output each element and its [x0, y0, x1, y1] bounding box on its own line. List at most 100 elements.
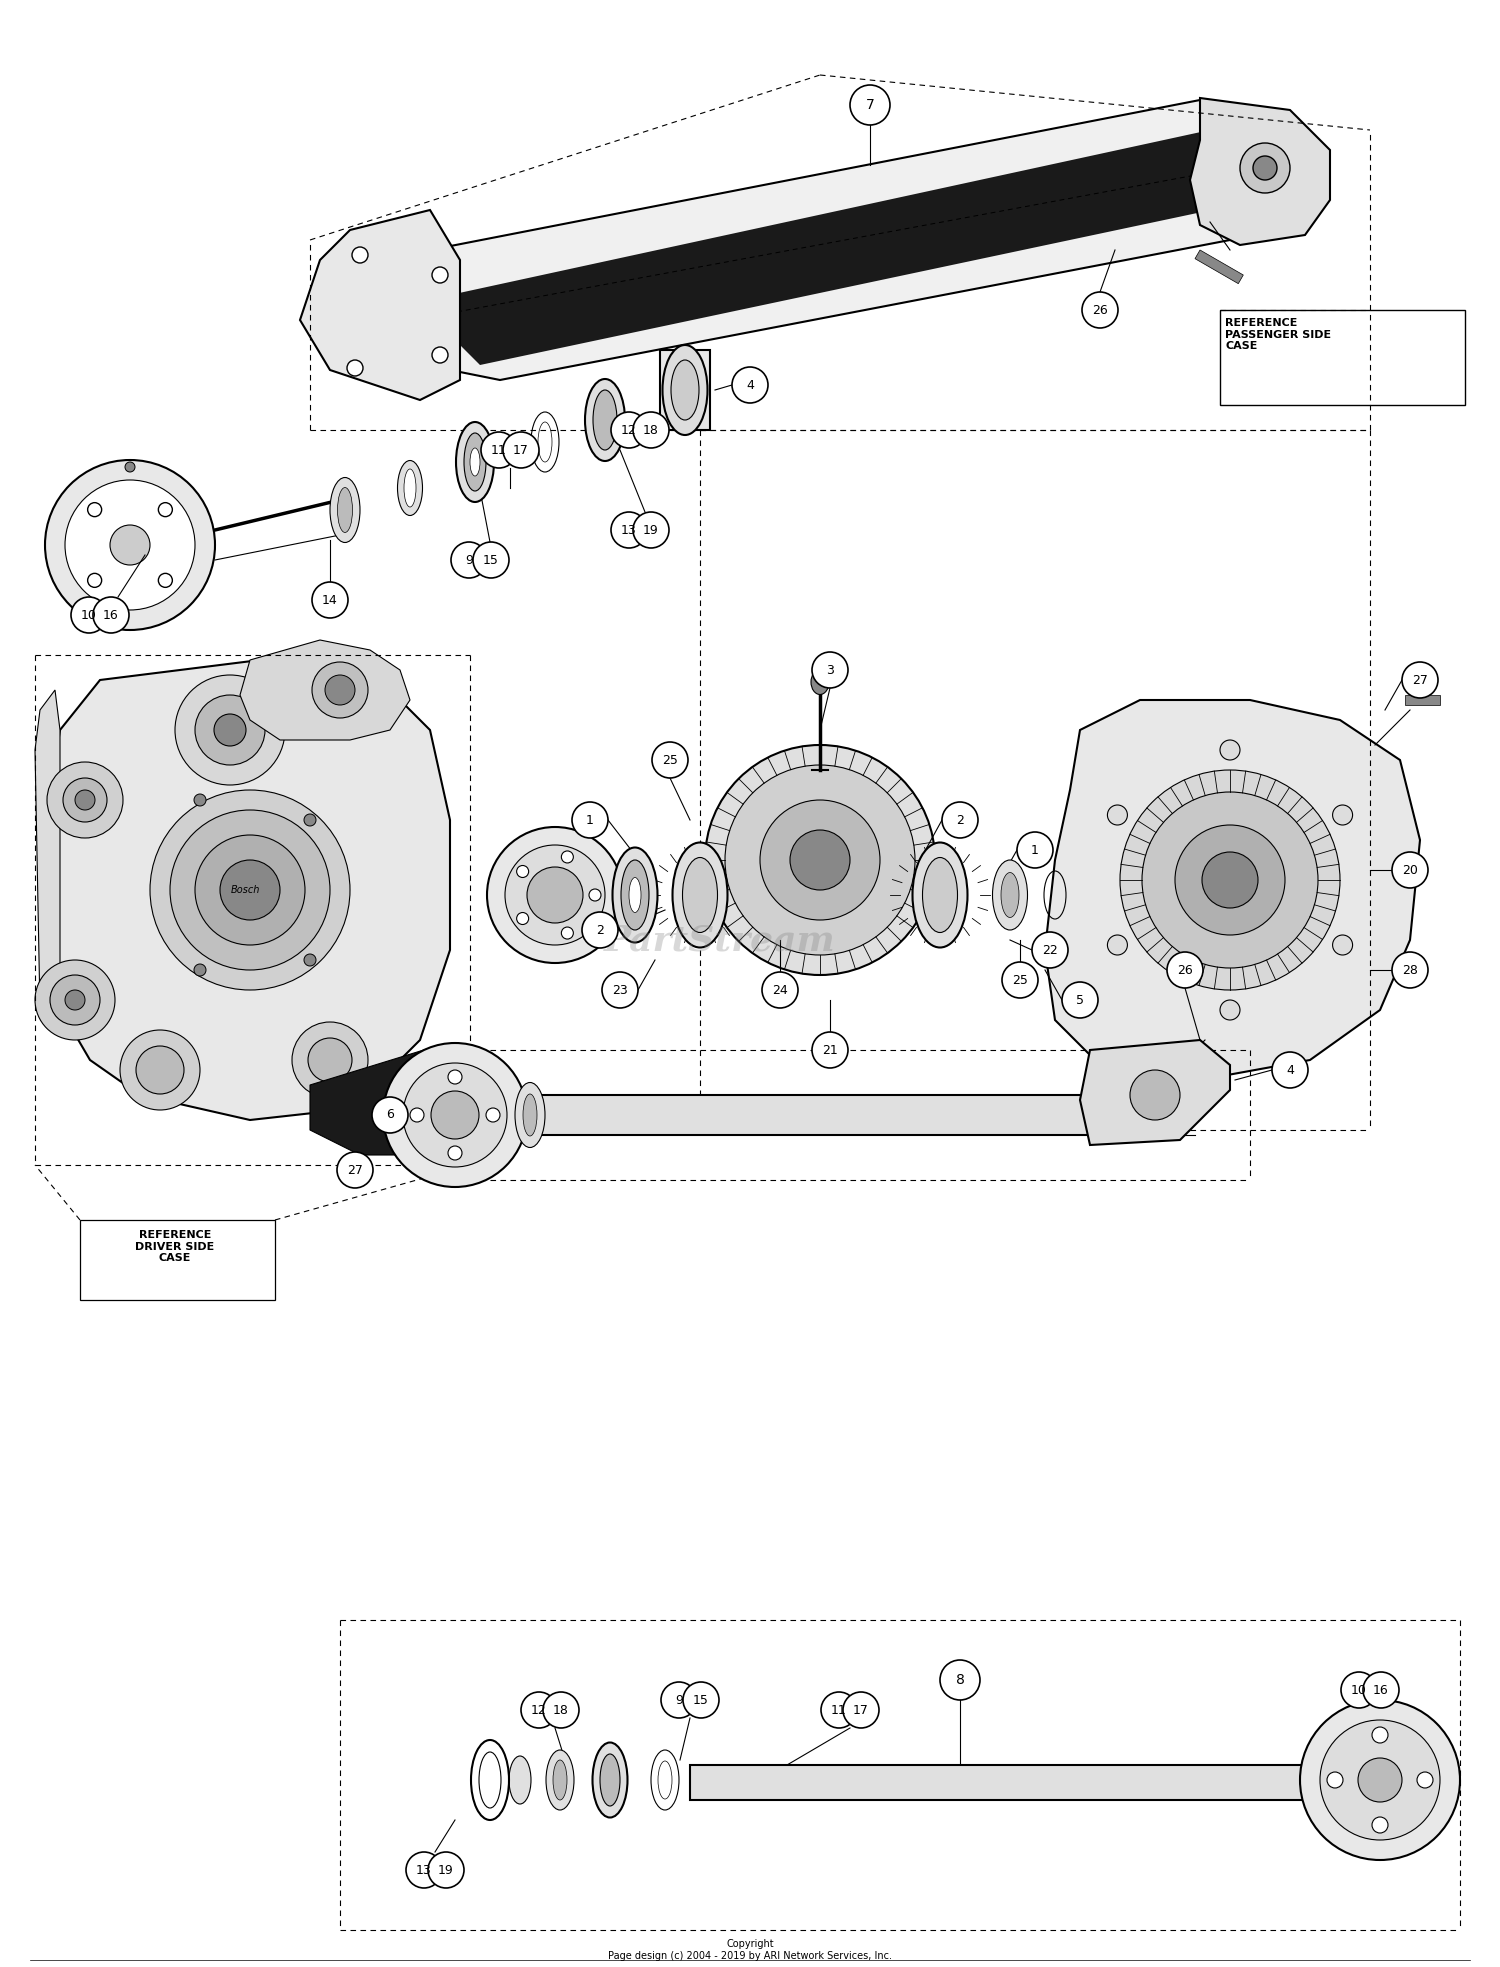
Ellipse shape: [670, 360, 699, 421]
Circle shape: [1174, 824, 1286, 934]
Ellipse shape: [592, 1743, 627, 1818]
Polygon shape: [300, 210, 460, 399]
Text: 6: 6: [386, 1109, 394, 1121]
Ellipse shape: [509, 1757, 531, 1804]
Circle shape: [662, 1682, 698, 1717]
Circle shape: [46, 761, 123, 838]
Circle shape: [1107, 805, 1128, 824]
Circle shape: [312, 582, 348, 618]
Circle shape: [110, 525, 150, 565]
Circle shape: [214, 714, 246, 745]
Circle shape: [526, 867, 584, 923]
Circle shape: [503, 433, 538, 468]
Circle shape: [732, 368, 768, 403]
Text: 11: 11: [831, 1703, 848, 1717]
Polygon shape: [240, 639, 410, 740]
Text: 22: 22: [1042, 944, 1058, 956]
Circle shape: [382, 1043, 526, 1186]
Circle shape: [942, 803, 978, 838]
Circle shape: [1392, 852, 1428, 887]
Circle shape: [150, 791, 350, 989]
Circle shape: [486, 1107, 500, 1121]
Text: 25: 25: [662, 753, 678, 767]
Circle shape: [292, 1023, 368, 1098]
Circle shape: [195, 694, 266, 765]
Circle shape: [1220, 740, 1240, 759]
Ellipse shape: [514, 1082, 544, 1147]
Circle shape: [432, 268, 448, 283]
Circle shape: [940, 1660, 980, 1699]
Circle shape: [516, 865, 528, 877]
Circle shape: [194, 795, 206, 806]
Circle shape: [1062, 982, 1098, 1019]
Circle shape: [1032, 932, 1068, 968]
Text: REFERENCE
DRIVER SIDE
CASE: REFERENCE DRIVER SIDE CASE: [135, 1229, 214, 1263]
Bar: [1220, 311, 1466, 405]
Circle shape: [136, 1046, 184, 1094]
Circle shape: [506, 846, 604, 944]
Text: 8: 8: [956, 1674, 964, 1688]
Circle shape: [1332, 805, 1353, 824]
Text: 18: 18: [554, 1703, 568, 1717]
Circle shape: [1320, 1719, 1440, 1839]
Ellipse shape: [993, 860, 1028, 930]
Text: 7: 7: [865, 98, 874, 112]
Circle shape: [352, 248, 368, 264]
Polygon shape: [1046, 700, 1420, 1080]
Text: 1: 1: [586, 814, 594, 826]
Circle shape: [850, 85, 889, 126]
Text: 17: 17: [513, 443, 529, 456]
Ellipse shape: [1000, 873, 1018, 917]
Circle shape: [482, 433, 518, 468]
Circle shape: [346, 360, 363, 376]
Circle shape: [561, 852, 573, 864]
Circle shape: [724, 765, 915, 956]
Circle shape: [1082, 291, 1118, 328]
Circle shape: [50, 976, 100, 1025]
Circle shape: [652, 742, 688, 779]
Circle shape: [159, 572, 172, 588]
Circle shape: [1364, 1672, 1400, 1707]
Circle shape: [602, 972, 638, 1007]
Circle shape: [561, 926, 573, 938]
Circle shape: [1252, 155, 1276, 181]
Circle shape: [633, 411, 669, 448]
Text: 27: 27: [1412, 673, 1428, 686]
Text: 9: 9: [465, 553, 472, 566]
Polygon shape: [310, 1044, 460, 1155]
Circle shape: [682, 1682, 718, 1717]
Circle shape: [372, 1098, 408, 1133]
Text: Bosch: Bosch: [231, 885, 260, 895]
Text: 20: 20: [1402, 864, 1417, 877]
Circle shape: [1332, 934, 1353, 956]
Circle shape: [590, 889, 602, 901]
Bar: [470, 1096, 1170, 1135]
Circle shape: [1240, 144, 1290, 193]
Circle shape: [812, 651, 847, 688]
Bar: [1196, 250, 1243, 283]
Circle shape: [812, 1033, 847, 1068]
Text: 26: 26: [1092, 303, 1108, 317]
Circle shape: [1402, 663, 1438, 698]
Circle shape: [64, 480, 195, 610]
Circle shape: [75, 791, 94, 810]
Text: 18: 18: [644, 423, 658, 437]
Circle shape: [159, 504, 172, 517]
Ellipse shape: [546, 1751, 574, 1810]
Text: 3: 3: [827, 663, 834, 677]
Ellipse shape: [612, 848, 657, 942]
Ellipse shape: [464, 433, 486, 492]
Bar: [690, 1764, 1370, 1800]
Polygon shape: [34, 690, 60, 1021]
Text: 28: 28: [1402, 964, 1417, 976]
Circle shape: [610, 511, 646, 549]
Circle shape: [326, 675, 356, 704]
Circle shape: [64, 989, 86, 1009]
Ellipse shape: [682, 858, 717, 932]
Text: Copyright
Page design (c) 2004 - 2019 by ARI Network Services, Inc.: Copyright Page design (c) 2004 - 2019 by…: [608, 1939, 892, 1961]
Circle shape: [304, 814, 316, 826]
Ellipse shape: [592, 389, 616, 450]
Text: 16: 16: [104, 608, 118, 622]
Bar: [660, 350, 710, 431]
Text: 9: 9: [675, 1694, 682, 1707]
